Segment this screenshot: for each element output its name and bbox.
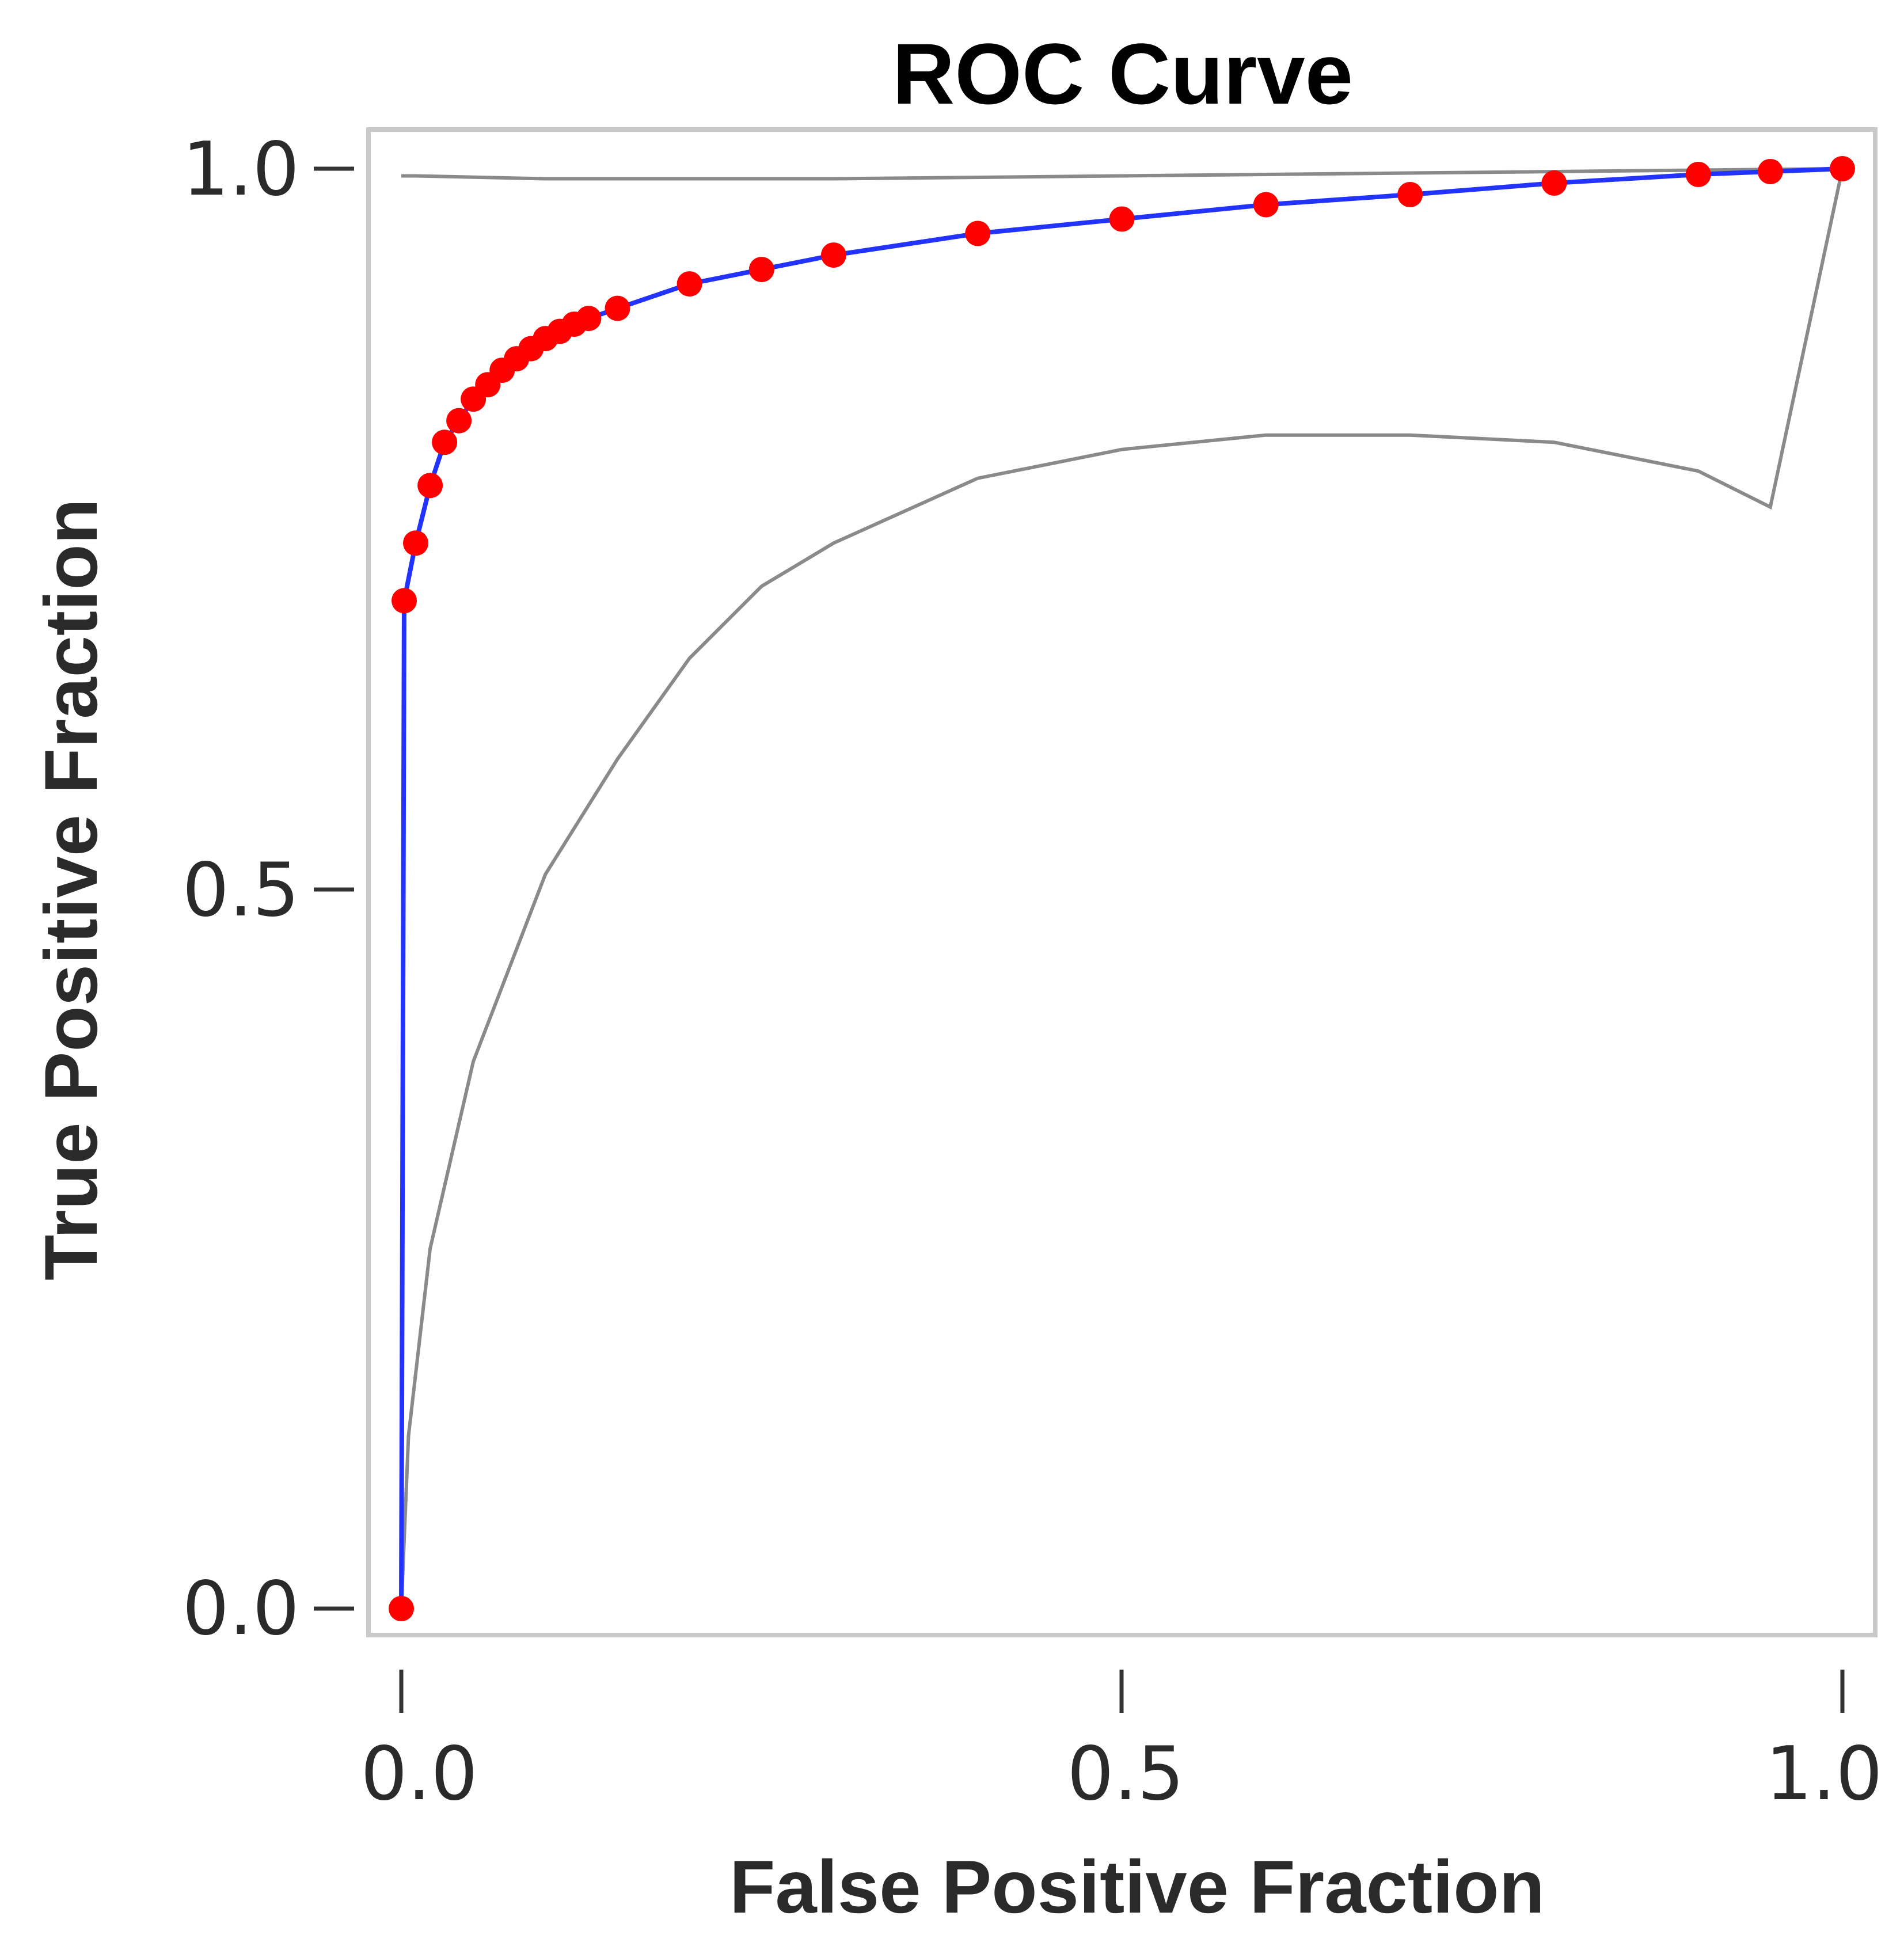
roc-point-17 [748,257,774,283]
y-tick-label-1: 0.5 [182,847,299,933]
roc-point-14 [576,306,602,332]
y-tick-label-0: 0.0 [182,1566,299,1652]
roc-point-19 [965,221,991,246]
roc-point-21 [1253,192,1279,218]
roc-point-26 [1830,156,1855,181]
roc-curve-line [399,166,1843,1609]
roc-point-1 [392,588,417,614]
confidence-bands [400,167,1844,1609]
roc-point-5 [446,408,472,434]
y-axis-label: True Positive Fraction [29,499,113,1280]
roc-point-15 [605,295,630,321]
x-axis-label: False Positive Fraction [729,1845,1545,1929]
x-tick-label-0: 0.0 [360,1731,478,1817]
x-tick-label-2: 1.0 [1765,1731,1883,1817]
roc-point-0 [389,1596,414,1621]
roc-point-3 [417,473,443,499]
roc-point-25 [1757,159,1783,184]
roc-point-22 [1397,182,1423,207]
roc-point-18 [820,242,846,268]
roc-point-4 [432,429,458,455]
chart-title: ROC Curve [892,25,1353,122]
upper-confidence-line [401,167,1843,181]
lower-confidence-line [400,168,1844,1609]
roc-point-20 [1109,206,1135,232]
roc-point-23 [1541,170,1567,196]
roc-point-2 [403,530,428,556]
roc-series [389,156,1855,1621]
roc-point-24 [1685,162,1711,187]
plot-frame [366,127,1878,1637]
y-tick-label-2: 1.0 [182,127,299,212]
roc-point-16 [677,271,702,297]
x-tick-label-1: 0.5 [1067,1731,1184,1817]
